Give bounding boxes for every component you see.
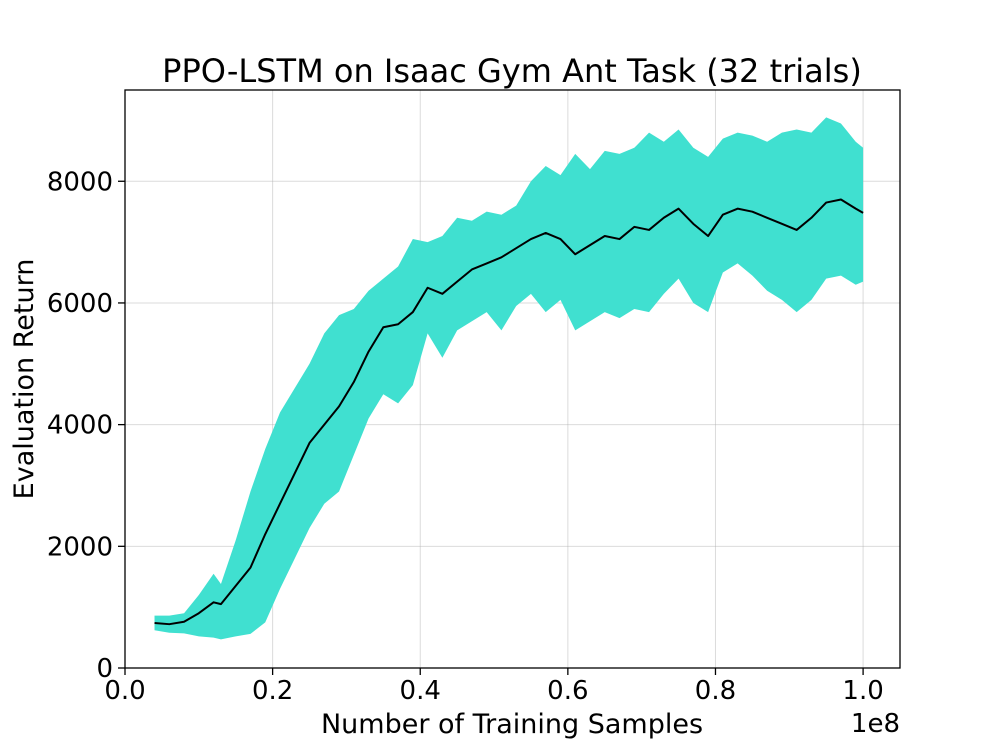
x-tick-label: 1.0 bbox=[842, 676, 883, 706]
y-tick-label: 2000 bbox=[47, 532, 113, 562]
y-tick-label: 4000 bbox=[47, 411, 113, 441]
y-tick-label: 0 bbox=[96, 654, 113, 684]
plot-frame bbox=[124, 89, 901, 669]
mean-return-line bbox=[154, 198, 864, 626]
tick-layer: 0.0 0.2 0.4 0.6 0.8 1.0 0 2000 4000 6000 8000 bbox=[47, 167, 884, 706]
x-tick-label: 0.6 bbox=[547, 676, 588, 706]
confidence-band bbox=[154, 117, 864, 640]
line-layer bbox=[154, 198, 864, 626]
x-axis-label: Number of Training Samples bbox=[321, 709, 703, 740]
x-axis-offset-text: 1e8 bbox=[851, 709, 900, 739]
x-tick-label: 0.8 bbox=[695, 676, 736, 706]
y-axis-label: Evaluation Return bbox=[9, 259, 40, 500]
x-tick-label: 0.4 bbox=[400, 676, 441, 706]
x-tick-label: 0.0 bbox=[104, 676, 145, 706]
y-tick-label: 8000 bbox=[47, 167, 113, 197]
chart-title: PPO-LSTM on Isaac Gym Ant Task (32 trial… bbox=[162, 52, 862, 90]
y-tick-label: 6000 bbox=[47, 289, 113, 319]
x-tick-label: 0.2 bbox=[252, 676, 293, 706]
band-layer bbox=[154, 117, 864, 640]
